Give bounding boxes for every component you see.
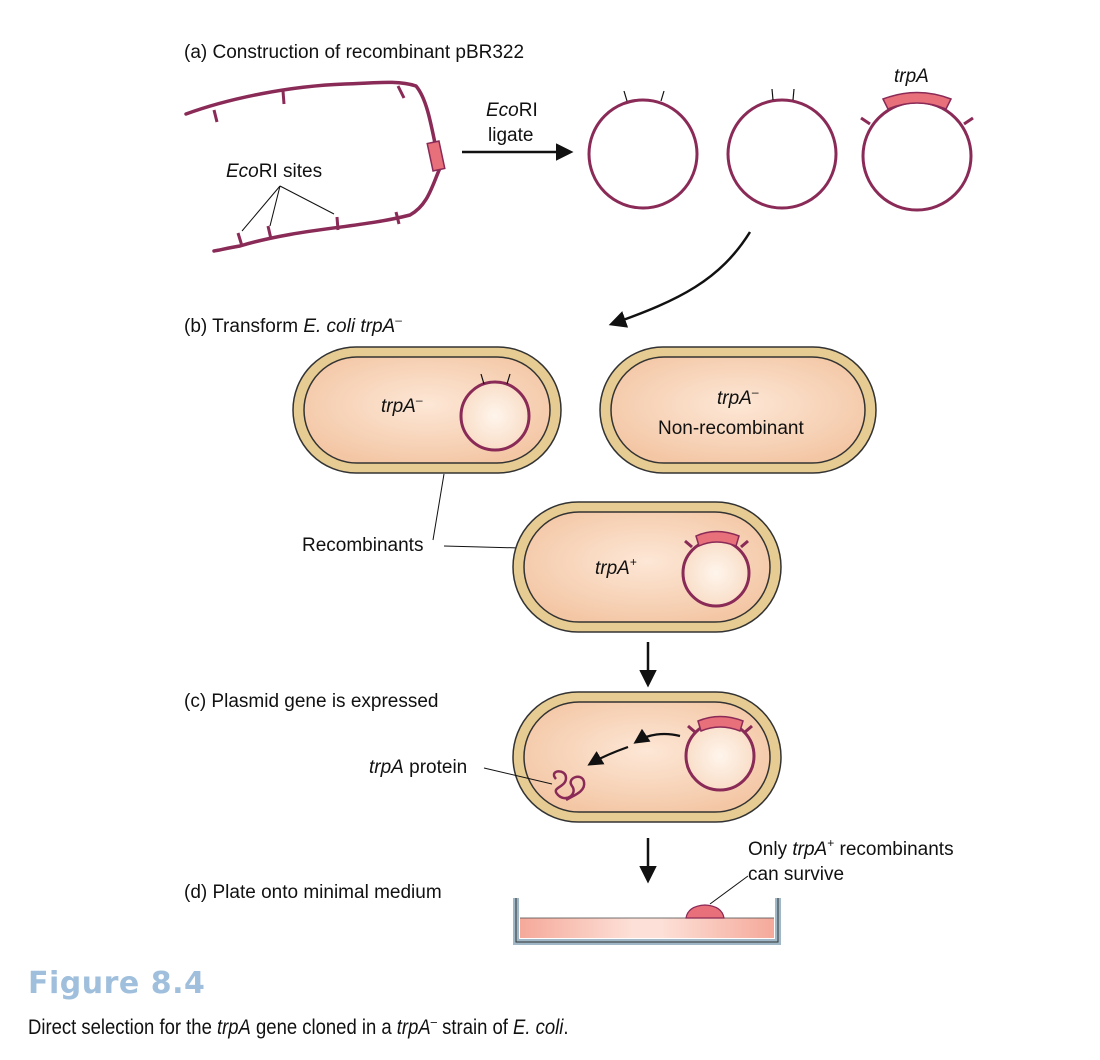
plasmid-circle-2	[726, 88, 838, 210]
surviving-colony	[685, 904, 725, 919]
recombinants-label: Recombinants	[302, 535, 423, 556]
minimal-medium	[520, 918, 774, 938]
trpa-protein-label: trpA protein	[369, 757, 467, 778]
trpa-protein-squiggle	[552, 770, 586, 802]
recombinants-leader-2	[443, 545, 521, 549]
trpa-insert	[881, 91, 953, 110]
trpa-gene-label: trpA	[894, 66, 929, 87]
cell-1-genotype: trpA–	[381, 393, 423, 417]
plasmid-in-cell-1	[459, 380, 531, 452]
cell-3-genotype: trpA+	[595, 555, 637, 579]
survival-note-line1: Only trpA+ recombinants	[748, 836, 954, 860]
ecori-arrow-label: EcoRI	[486, 100, 538, 121]
panel-a-title: (a) Construction of recombinant pBR322	[184, 42, 524, 63]
transform-arrow	[608, 231, 752, 328]
protein-leader-line	[483, 767, 553, 785]
recombinant-cell-1	[292, 346, 562, 474]
recombinant-plasmid-circle	[860, 91, 974, 212]
linear-dna-fragment	[184, 80, 446, 253]
colony-leader-line	[709, 875, 749, 905]
cell-2-genotype: trpA–	[717, 385, 759, 409]
non-recombinant-cell	[599, 346, 877, 474]
ecori-sites-leader-lines	[241, 185, 335, 232]
expression-arrow-1	[633, 728, 681, 744]
recombinant-cell-trpa-plus	[512, 501, 782, 633]
figure-caption: Direct selection for the trpA gene clone…	[28, 1014, 569, 1039]
survival-note-line2: can survive	[748, 864, 844, 885]
figure-label: Figure 8.4	[28, 966, 206, 1001]
panel-c-title: (c) Plasmid gene is expressed	[184, 691, 439, 712]
ligate-arrow-label: ligate	[488, 125, 533, 146]
non-recombinant-label: Non-recombinant	[658, 418, 804, 439]
ecori-sites-label: EcoRI sites	[226, 161, 322, 182]
panel-b-title: (b) Transform E. coli trpA–	[184, 313, 402, 337]
recombinants-leader-1	[432, 473, 445, 541]
expressing-cell	[512, 691, 782, 823]
expression-arrow-2	[587, 745, 629, 766]
plasmid-circle-1	[587, 90, 699, 210]
trpa-gene-segment	[426, 140, 446, 172]
petri-plate	[513, 898, 781, 945]
panel-d-title: (d) Plate onto minimal medium	[184, 882, 442, 903]
